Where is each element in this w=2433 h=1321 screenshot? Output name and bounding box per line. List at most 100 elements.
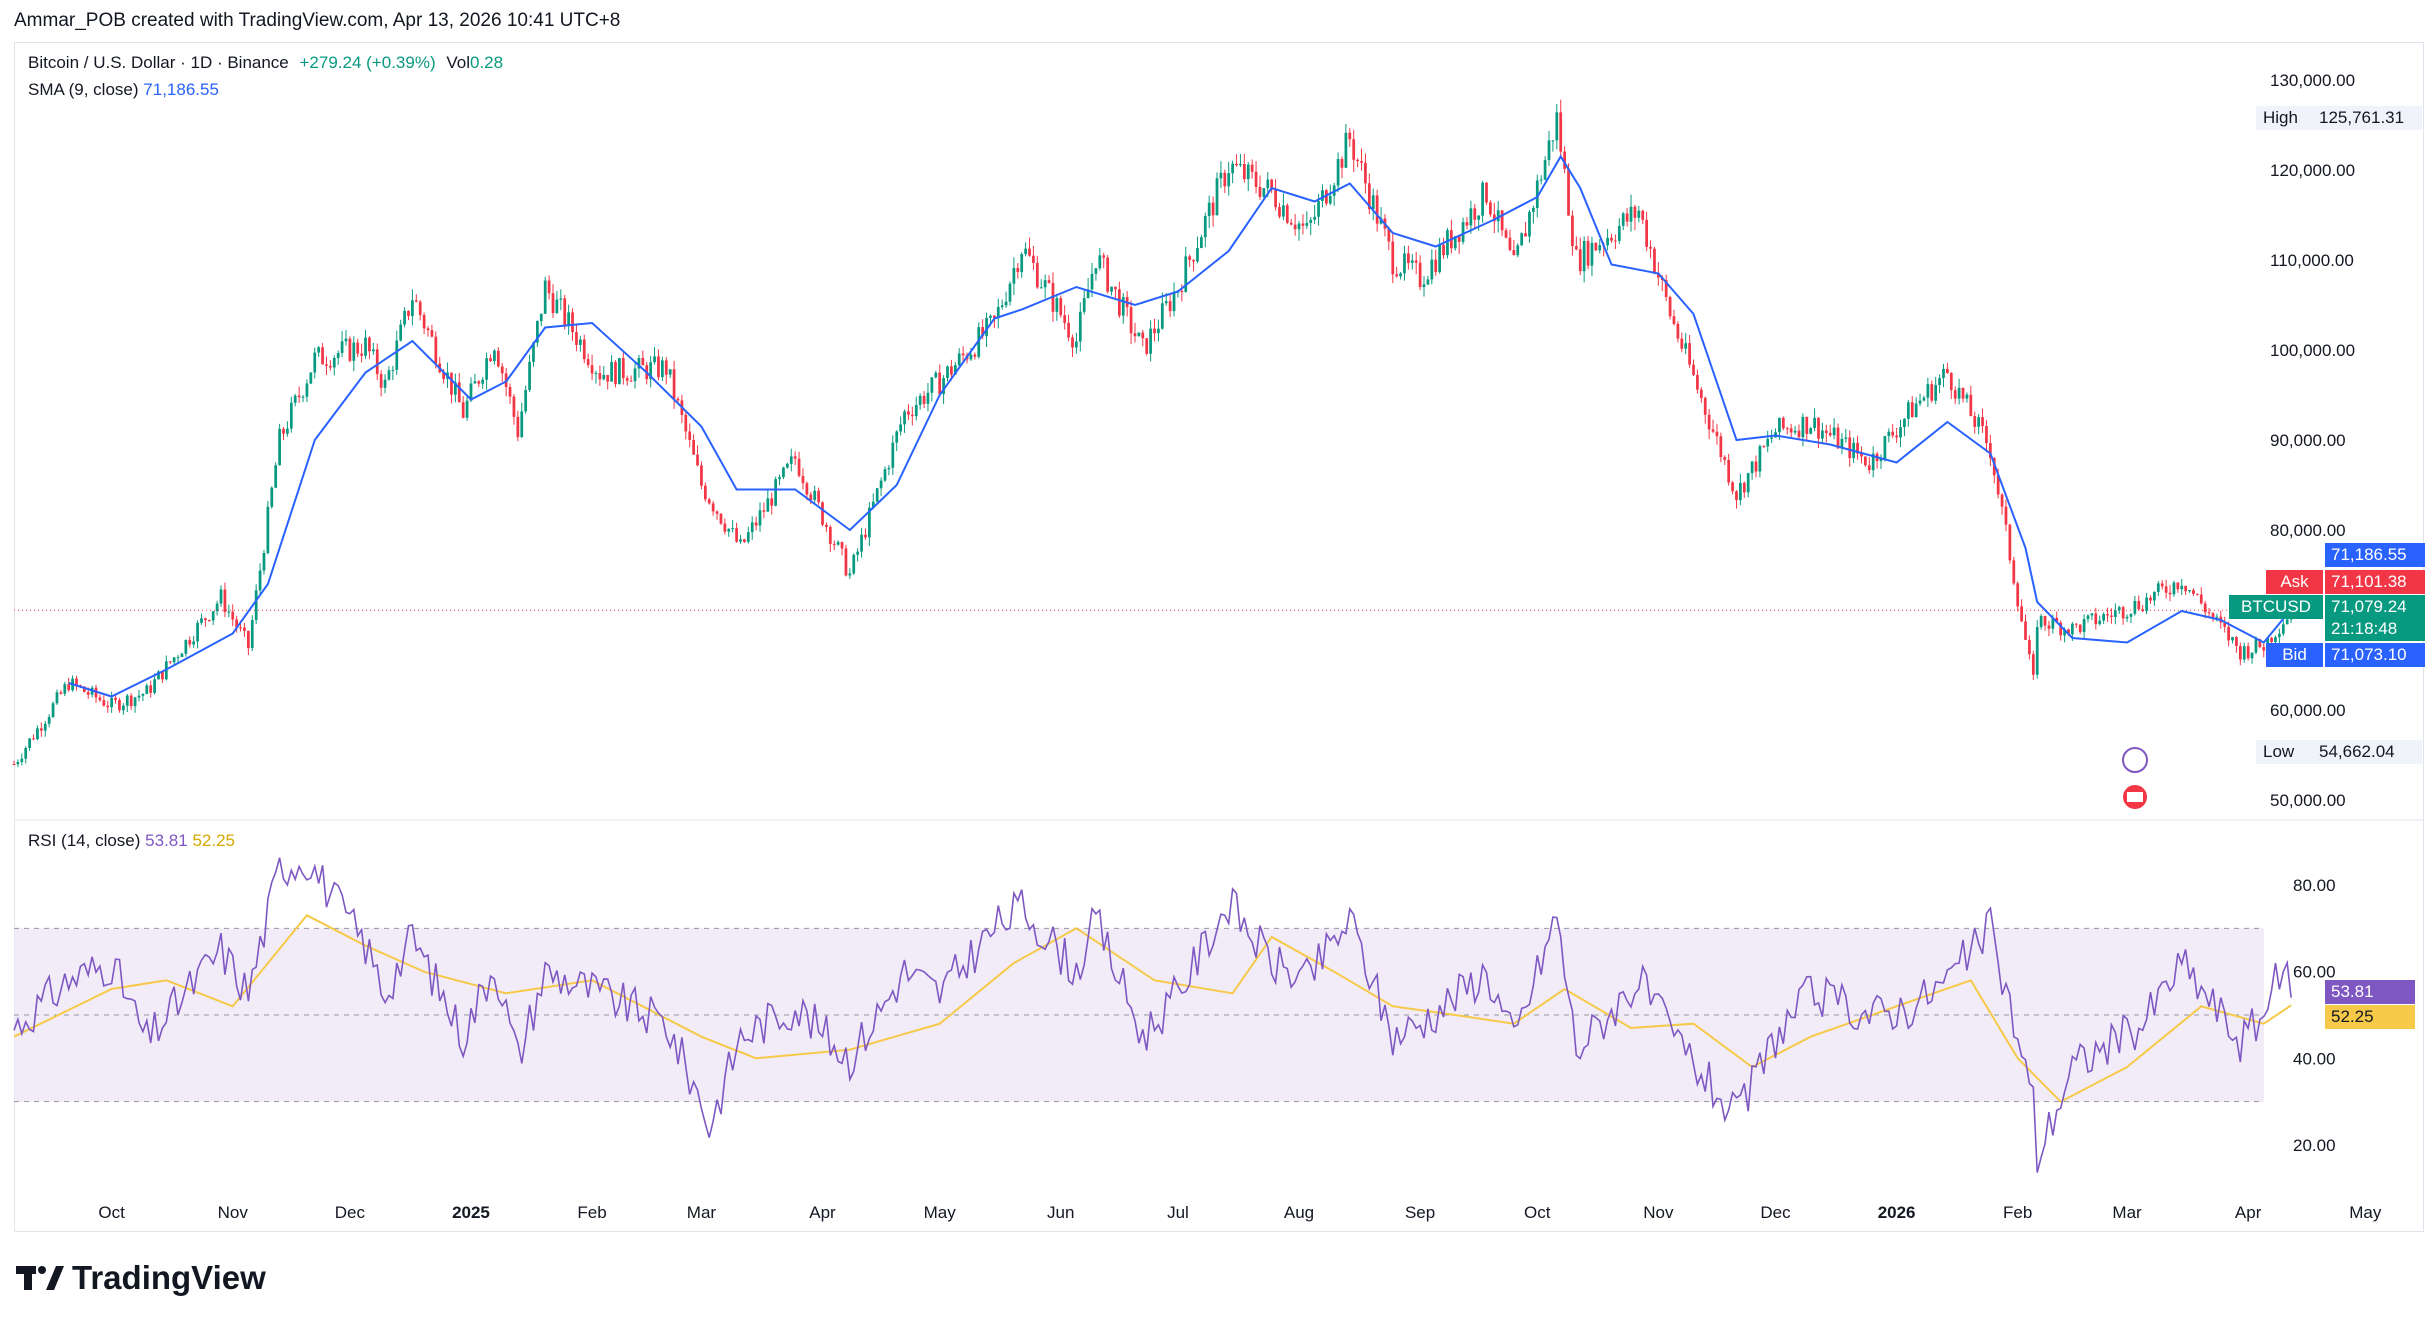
- rsi-line: [13, 857, 2292, 1173]
- candle-up: [172, 657, 176, 663]
- candle-up: [2254, 639, 2258, 653]
- candle-down: [430, 330, 434, 337]
- candle-down: [621, 358, 625, 379]
- candle-down: [516, 416, 520, 438]
- candle-down: [1867, 465, 1871, 471]
- candle-down: [696, 454, 699, 466]
- candle-up: [278, 428, 281, 466]
- candle-up: [2086, 615, 2090, 620]
- candle-down: [582, 339, 586, 360]
- candle-up: [1024, 248, 1027, 255]
- candle-down: [676, 398, 680, 401]
- time-axis-tick: Dec: [335, 1203, 366, 1222]
- candle-up: [2153, 591, 2156, 601]
- candle-up: [1739, 482, 1742, 501]
- candle-up: [661, 360, 664, 378]
- candle-down: [12, 764, 16, 765]
- candle-down: [1457, 236, 1461, 242]
- candle-down: [1301, 223, 1305, 226]
- candle-down: [809, 494, 813, 501]
- candle-down: [1391, 241, 1395, 275]
- candle-down: [231, 611, 235, 620]
- candle-down: [692, 439, 695, 455]
- candle-up: [1555, 112, 1559, 141]
- candle-down: [2024, 621, 2027, 640]
- candle-down: [434, 336, 438, 364]
- candle-up: [1832, 427, 1836, 436]
- candle-up: [2117, 607, 2121, 611]
- candle-down: [450, 372, 453, 395]
- candle-down: [2055, 617, 2059, 623]
- event-lightning-icon: [2122, 747, 2148, 773]
- candle-down: [223, 589, 227, 612]
- legend-sma-value: 71,186.55: [143, 80, 219, 99]
- candle-down: [1465, 222, 1469, 226]
- ask-price-tag: 71,101.38: [2325, 570, 2425, 594]
- tradingview-logo[interactable]: TradingView: [16, 1258, 266, 1298]
- candle-down: [1016, 267, 1020, 273]
- candle-down: [235, 619, 239, 628]
- candle-down: [2160, 583, 2164, 587]
- time-axis-tick: Mar: [2112, 1203, 2142, 1222]
- low-label: Low: [2256, 740, 2312, 764]
- candle-down: [422, 315, 426, 329]
- candle-up: [1012, 267, 1016, 284]
- candle-up: [524, 389, 528, 412]
- candle-down: [2176, 582, 2180, 590]
- candle-up: [1297, 223, 1301, 230]
- candle-down: [161, 671, 164, 680]
- candle-down: [246, 630, 250, 649]
- candle-up: [1008, 283, 1012, 302]
- high-label: High: [2256, 106, 2312, 130]
- candle-down: [825, 524, 828, 528]
- candle-down: [1715, 431, 1719, 437]
- candle-down: [1961, 387, 1965, 399]
- candle-up: [1160, 303, 1164, 329]
- candle-up: [1266, 179, 1270, 189]
- candle-down: [442, 372, 446, 379]
- price-axis-tick: 110,000.00: [2270, 251, 2354, 270]
- candle-up: [286, 428, 289, 434]
- legend-rsi: RSI (14, close) 53.81 52.25: [28, 831, 235, 851]
- candle-up: [352, 342, 356, 361]
- candle-up: [1547, 140, 1551, 161]
- candle-down: [735, 528, 738, 542]
- candle-up: [1313, 216, 1317, 220]
- header-credit: Ammar_POB created with TradingView.com, …: [14, 10, 621, 31]
- candle-down: [801, 475, 805, 484]
- candle-down: [2067, 629, 2070, 635]
- candle-up: [1078, 311, 1082, 342]
- candle-down: [39, 728, 43, 731]
- bid-label: Bid: [2266, 643, 2323, 667]
- candle-down: [1106, 257, 1110, 292]
- candle-down: [1047, 280, 1051, 283]
- candle-up: [539, 313, 543, 322]
- last-price-tag: 71,079.24: [2325, 595, 2425, 619]
- candle-down: [1407, 253, 1410, 263]
- candle-up: [1684, 343, 1688, 349]
- candle-down: [1102, 255, 1106, 258]
- legend-rsi-value: 53.81: [145, 831, 188, 850]
- candle-up: [180, 653, 184, 658]
- candle-down: [360, 353, 363, 356]
- candle-down: [1864, 456, 1867, 466]
- candle-up: [1621, 213, 1625, 226]
- candle-down: [840, 542, 844, 549]
- candle-up: [254, 590, 258, 621]
- candle-down: [1692, 364, 1695, 375]
- candle-up: [903, 411, 906, 425]
- rsi-axis-tick: 60.00: [2293, 963, 2336, 982]
- candle-down: [2195, 593, 2199, 595]
- candle-down: [118, 699, 121, 711]
- candle-down: [1723, 457, 1727, 460]
- candle-up: [1746, 473, 1750, 493]
- candle-down: [2262, 647, 2266, 651]
- candle-down: [1785, 428, 1789, 430]
- candle-down: [1703, 397, 1707, 415]
- candle-up: [125, 695, 129, 706]
- candle-down: [1668, 296, 1672, 317]
- candle-down: [1594, 242, 1598, 251]
- candle-down: [2008, 524, 2012, 561]
- candle-down: [590, 365, 594, 374]
